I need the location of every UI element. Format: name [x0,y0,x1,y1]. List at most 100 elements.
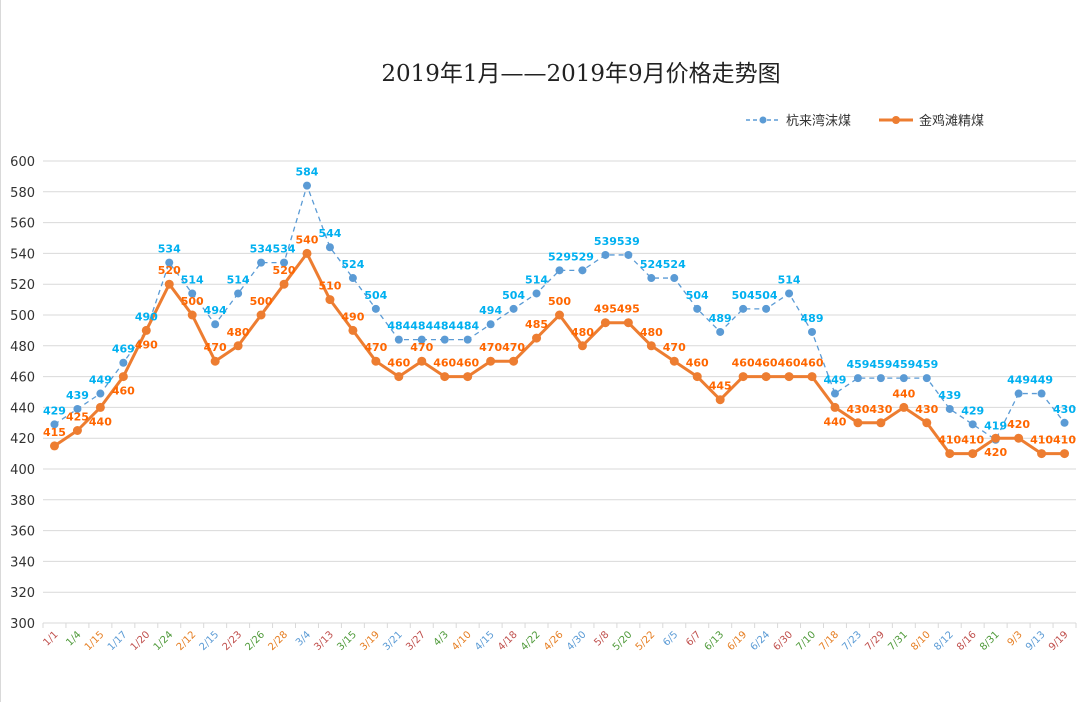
data-point-1 [853,374,862,383]
data-point-2 [49,441,59,451]
x-tick-label: 2/15 [198,629,222,653]
data-label-2: 470 [479,341,502,354]
data-point-1 [739,304,748,313]
data-label-1: 459 [869,358,892,371]
data-point-2 [853,418,863,428]
data-point-2 [830,402,840,412]
x-tick-label: 2/23 [221,629,245,653]
data-label-1: 534 [273,243,296,256]
data-label-2: 490 [135,338,158,351]
data-point-1 [165,258,174,267]
data-point-1 [647,274,656,283]
legend-label: 杭来湾沫煤 [786,114,852,129]
data-point-2 [623,318,633,328]
y-tick-label: 340 [10,555,35,570]
data-point-2 [279,279,289,289]
y-tick-label: 580 [10,186,35,201]
data-point-1 [624,250,633,259]
x-tick-label: 3/27 [404,629,428,653]
data-label-2: 460 [456,357,479,370]
data-point-1 [808,327,817,336]
x-tick-label: 6/5 [661,629,680,648]
data-label-1: 489 [801,312,824,325]
data-label-2: 520 [158,264,181,277]
data-point-1 [1037,389,1046,398]
x-tick-label: 6/30 [772,629,796,653]
x-tick-label: 1/24 [152,629,176,653]
x-tick-label: 2/12 [175,629,199,653]
data-label-1: 459 [915,358,938,371]
data-label-1: 459 [892,358,915,371]
y-tick-label: 600 [10,155,35,170]
data-point-2 [394,372,404,382]
data-label-1: 529 [571,250,594,263]
x-tick-label: 8/31 [978,629,1002,653]
legend: 杭来湾沫煤 金鸡滩精煤 [746,110,984,129]
data-label-2: 500 [181,295,204,308]
data-point-1 [257,258,266,267]
data-label-2: 540 [296,233,319,246]
data-label-2: 410 [1030,434,1053,447]
x-tick-label: 6/13 [703,629,727,653]
data-label-2: 430 [846,403,869,416]
y-tick-label: 400 [10,463,35,478]
data-label-1: 544 [318,227,341,240]
data-label-1: 524 [341,258,364,271]
data-label-2: 415 [43,426,66,439]
x-tick-label: 5/8 [592,629,611,648]
data-label-1: 484 [433,320,456,333]
data-point-1 [555,266,564,275]
x-tick-label: 3/19 [358,629,382,653]
data-label-2: 440 [89,415,112,428]
data-label-1: 504 [732,289,755,302]
x-tick-label: 4/10 [450,629,474,653]
data-point-2 [577,341,587,351]
x-tick-label: 4/30 [565,629,589,653]
data-point-1 [211,320,220,329]
data-label-2: 440 [892,387,915,400]
data-point-2 [256,310,266,320]
legend-label: 金鸡滩精煤 [919,114,985,129]
data-point-1 [440,335,449,344]
data-label-2: 495 [617,303,640,316]
data-point-2 [463,372,473,382]
y-tick-label: 320 [10,586,35,601]
data-point-1 [325,243,334,252]
data-label-1: 459 [846,358,869,371]
y-tick-label: 500 [10,309,35,324]
x-tick-label: 4/26 [542,629,566,653]
data-label-2: 485 [525,318,548,331]
data-label-2: 460 [387,357,410,370]
data-label-2: 460 [732,357,755,370]
data-label-2: 460 [778,357,801,370]
y-tick-label: 300 [10,617,35,632]
data-label-1: 449 [823,374,846,387]
data-point-2 [876,418,886,428]
data-point-2 [600,318,610,328]
data-point-2 [807,372,817,382]
x-tick-label: 3/21 [381,629,405,653]
data-point-1 [188,289,197,298]
y-tick-label: 520 [10,278,35,293]
x-tick-label: 2/28 [266,629,290,653]
data-label-2: 470 [502,341,525,354]
data-point-1 [578,266,587,275]
x-tick-label: 8/10 [909,629,933,653]
x-tick-label: 8/16 [955,629,979,653]
data-label-1: 504 [364,289,387,302]
data-point-2 [646,341,656,351]
data-point-2 [348,325,358,335]
data-point-1 [1014,389,1023,398]
data-label-2: 420 [984,446,1007,459]
data-point-1 [532,289,541,298]
data-label-1: 504 [686,289,709,302]
x-tick-label: 7/31 [886,629,910,653]
y-tick-label: 560 [10,217,35,232]
data-point-2 [72,426,82,435]
data-label-1: 534 [158,243,181,256]
data-point-1 [234,289,243,298]
data-point-2 [945,449,955,459]
x-tick-label: 7/29 [863,629,887,653]
data-label-1: 490 [135,310,158,323]
data-label-1: 494 [204,304,227,317]
